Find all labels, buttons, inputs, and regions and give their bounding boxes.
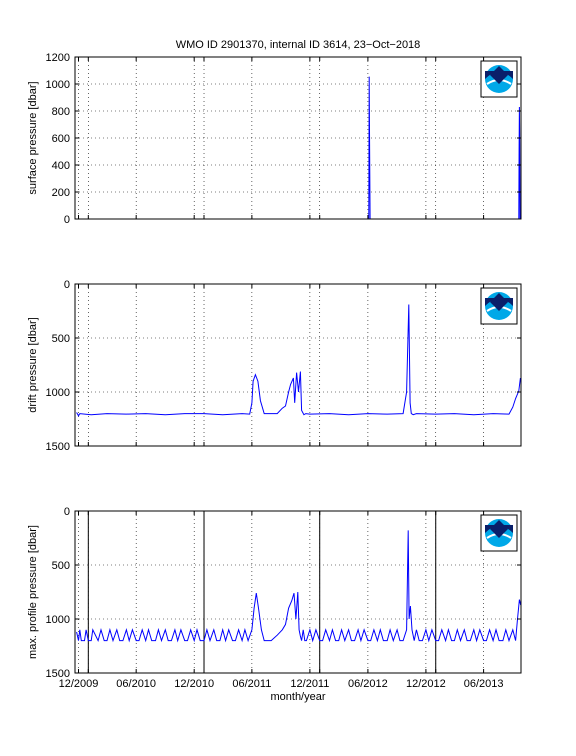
- logo-diamond: [490, 293, 508, 311]
- y-tick-label: 200: [52, 187, 70, 199]
- x-tick-label: 12/2011: [290, 678, 329, 690]
- y-tick-label: 500: [52, 560, 70, 572]
- series-line: [76, 304, 521, 417]
- y-tick-label: 0: [64, 279, 70, 291]
- y-tick-label: 1500: [46, 441, 70, 453]
- panel-2: 0 500 1000 1500 drift pressure [dbar]: [27, 279, 522, 453]
- panels: 0 200 400 600 800 1000 1200 surface pressure [d…: [27, 52, 522, 690]
- y-axis-label: drift pressure [dbar]: [27, 317, 39, 412]
- plot-frame: [74, 56, 522, 220]
- noaa-logo: [480, 514, 518, 552]
- x-tick-label: 12/2010: [174, 678, 214, 690]
- chart-title: WMO ID 2901370, internal ID 3614, 23−Oct…: [176, 39, 421, 51]
- y-tick-label: 1500: [46, 668, 70, 680]
- noaa-logo: [480, 287, 518, 325]
- x-tick-label: 06/2010: [116, 678, 156, 690]
- x-axis-label: month/year: [270, 691, 325, 703]
- logo-diamond: [490, 520, 508, 538]
- y-tick-label: 500: [52, 333, 70, 345]
- noaa-logo: [480, 60, 518, 98]
- y-tick-label: 0: [64, 506, 70, 518]
- y-tick-label: 400: [52, 160, 70, 172]
- x-tick-label: 06/2013: [464, 678, 504, 690]
- series-line: [76, 530, 522, 643]
- x-tick-label: 12/2012: [406, 678, 446, 690]
- x-tick-label: 06/2011: [232, 678, 271, 690]
- y-tick-label: 600: [52, 133, 70, 145]
- y-axis-label: max. profile pressure [dbar]: [27, 525, 39, 659]
- x-tick-label: 06/2012: [348, 678, 388, 690]
- plot-frame: [74, 283, 522, 447]
- logo-diamond: [490, 66, 508, 84]
- panel-1: 0 200 400 600 800 1000 1200 surface pressure [d…: [27, 52, 522, 226]
- y-axis-label: surface pressure [dbar]: [27, 81, 39, 194]
- y-tick-label: 800: [52, 106, 70, 118]
- y-tick-label: 0: [64, 214, 70, 226]
- y-tick-label: 1200: [46, 52, 70, 64]
- series-line: [78, 76, 521, 220]
- y-tick-label: 1000: [46, 614, 70, 626]
- x-tick-label: 12/2009: [59, 678, 99, 690]
- y-tick-label: 1000: [46, 387, 70, 399]
- y-tick-label: 1000: [46, 79, 70, 91]
- plot-frame: [74, 510, 522, 674]
